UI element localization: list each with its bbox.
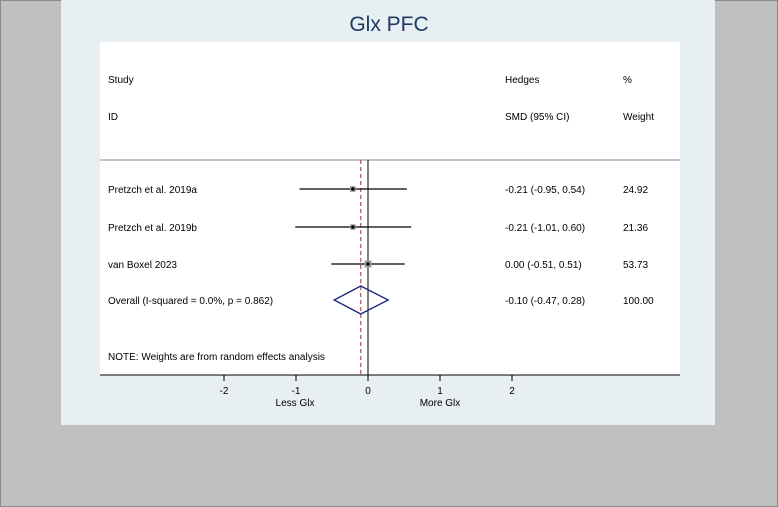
x-tick-label: 0 <box>365 386 371 397</box>
study-ci-text: -0.21 (-0.95, 0.54) <box>505 185 585 196</box>
study-point-estimate <box>366 262 370 266</box>
overall-ci-text: -0.10 (-0.47, 0.28) <box>505 296 585 307</box>
overall-label: Overall (I-squared = 0.0%, p = 0.862) <box>108 296 273 307</box>
plot-background <box>100 42 680 375</box>
axis-right-label: More Glx <box>420 398 461 409</box>
study-header: Study <box>108 75 134 86</box>
study-weight: 53.73 <box>623 260 648 271</box>
overall-weight: 100.00 <box>623 296 654 307</box>
study-weight: 21.36 <box>623 223 648 234</box>
study-label: Pretzch et al. 2019b <box>108 223 197 234</box>
study-ci-text: -0.21 (-1.01, 0.60) <box>505 223 585 234</box>
study-ci-text: 0.00 (-0.51, 0.51) <box>505 260 582 271</box>
study-label: Pretzch et al. 2019a <box>108 185 197 196</box>
study-weight: 24.92 <box>623 185 648 196</box>
study-point-estimate <box>351 225 355 229</box>
x-tick-label: -1 <box>292 386 301 397</box>
weight-header: Weight <box>623 112 654 123</box>
smd-ci-header: SMD (95% CI) <box>505 112 569 123</box>
x-tick-label: -2 <box>220 386 229 397</box>
chart-title: Glx PFC <box>349 13 428 36</box>
note-text: NOTE: Weights are from random effects an… <box>108 352 325 363</box>
overall-diamond <box>332 285 390 315</box>
hedges-header: Hedges <box>505 75 539 86</box>
id-header: ID <box>108 112 118 123</box>
percent-header: % <box>623 75 632 86</box>
study-label: van Boxel 2023 <box>108 260 177 271</box>
x-tick-label: 1 <box>437 386 443 397</box>
axis-left-label: Less Glx <box>276 398 315 409</box>
x-tick-label: 2 <box>509 386 515 397</box>
study-point-estimate <box>351 187 355 191</box>
